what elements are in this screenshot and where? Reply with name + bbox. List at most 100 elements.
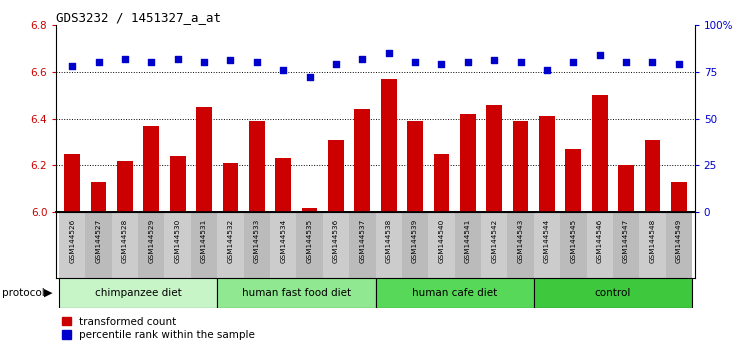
Point xyxy=(145,59,157,65)
Text: GSM144541: GSM144541 xyxy=(465,219,471,263)
Point xyxy=(436,61,448,67)
Text: ▶: ▶ xyxy=(44,288,52,298)
Bar xyxy=(381,79,397,212)
Bar xyxy=(487,104,502,212)
Bar xyxy=(217,212,243,278)
Point xyxy=(567,59,579,65)
Text: GSM144548: GSM144548 xyxy=(650,219,656,263)
Text: GSM144542: GSM144542 xyxy=(491,219,497,263)
Bar xyxy=(587,212,613,278)
Bar xyxy=(164,212,191,278)
Bar xyxy=(639,212,665,278)
Point xyxy=(488,58,500,63)
Text: human fast food diet: human fast food diet xyxy=(242,288,351,298)
Bar xyxy=(376,212,402,278)
Bar xyxy=(560,212,587,278)
Bar xyxy=(613,212,639,278)
Bar xyxy=(460,114,475,212)
Bar xyxy=(117,161,133,212)
Text: GSM144549: GSM144549 xyxy=(676,219,682,263)
Text: GSM144540: GSM144540 xyxy=(439,219,445,263)
Text: GSM144537: GSM144537 xyxy=(359,219,365,263)
Point xyxy=(277,67,289,73)
Bar xyxy=(323,212,349,278)
Bar xyxy=(407,121,423,212)
Point xyxy=(92,59,104,65)
Bar xyxy=(671,182,686,212)
Text: human cafe diet: human cafe diet xyxy=(412,288,497,298)
Bar xyxy=(91,182,107,212)
Text: GSM144544: GSM144544 xyxy=(544,219,550,263)
Bar xyxy=(302,208,318,212)
Bar xyxy=(297,212,323,278)
Text: GSM144543: GSM144543 xyxy=(517,219,523,263)
Point xyxy=(303,74,315,80)
Bar xyxy=(112,212,138,278)
Text: control: control xyxy=(595,288,631,298)
Bar xyxy=(270,212,297,278)
Text: GSM144532: GSM144532 xyxy=(228,219,234,263)
Point xyxy=(673,61,685,67)
Bar xyxy=(402,212,428,278)
Point xyxy=(119,56,131,61)
Bar xyxy=(276,159,291,212)
Point xyxy=(172,56,184,61)
Bar xyxy=(454,212,481,278)
Point xyxy=(198,59,210,65)
Bar xyxy=(222,163,238,212)
Bar xyxy=(328,140,344,212)
Point xyxy=(251,59,263,65)
Bar xyxy=(481,212,508,278)
Bar xyxy=(513,121,529,212)
Text: GSM144545: GSM144545 xyxy=(570,219,576,263)
Point xyxy=(66,63,78,69)
Bar xyxy=(191,212,217,278)
Text: chimpanzee diet: chimpanzee diet xyxy=(95,288,182,298)
Bar xyxy=(433,154,449,212)
Text: GSM144547: GSM144547 xyxy=(623,219,629,263)
Bar xyxy=(217,278,376,308)
Bar xyxy=(196,107,212,212)
Bar xyxy=(428,212,454,278)
Text: GSM144527: GSM144527 xyxy=(95,219,101,263)
Text: GSM144535: GSM144535 xyxy=(306,219,312,263)
Text: GSM144531: GSM144531 xyxy=(201,219,207,263)
Bar xyxy=(170,156,185,212)
Text: GSM144538: GSM144538 xyxy=(386,219,392,263)
Text: GDS3232 / 1451327_a_at: GDS3232 / 1451327_a_at xyxy=(56,11,222,24)
Text: protocol: protocol xyxy=(2,288,44,298)
Point xyxy=(620,59,632,65)
Text: GSM144530: GSM144530 xyxy=(175,219,181,263)
Bar xyxy=(592,95,608,212)
Bar xyxy=(65,154,80,212)
Point xyxy=(541,67,553,73)
Text: GSM144529: GSM144529 xyxy=(148,219,154,263)
Bar xyxy=(376,278,534,308)
Bar xyxy=(665,212,692,278)
Text: GSM144526: GSM144526 xyxy=(69,219,75,263)
Text: GSM144528: GSM144528 xyxy=(122,219,128,263)
Point xyxy=(225,58,237,63)
Point xyxy=(594,52,606,58)
Point xyxy=(409,59,421,65)
Bar xyxy=(59,278,217,308)
Text: GSM144546: GSM144546 xyxy=(597,219,603,263)
Point xyxy=(383,50,395,56)
Point xyxy=(462,59,474,65)
Point xyxy=(647,59,659,65)
Point xyxy=(330,61,342,67)
Point xyxy=(514,59,526,65)
Bar xyxy=(349,212,376,278)
Bar xyxy=(243,212,270,278)
Bar xyxy=(618,166,634,212)
Text: GSM144533: GSM144533 xyxy=(254,219,260,263)
Bar xyxy=(566,149,581,212)
Bar xyxy=(143,126,159,212)
Bar xyxy=(354,109,370,212)
Bar xyxy=(86,212,112,278)
Bar xyxy=(644,140,660,212)
Bar xyxy=(534,278,692,308)
Text: GSM144534: GSM144534 xyxy=(280,219,286,263)
Bar xyxy=(249,121,264,212)
Text: GSM144536: GSM144536 xyxy=(333,219,339,263)
